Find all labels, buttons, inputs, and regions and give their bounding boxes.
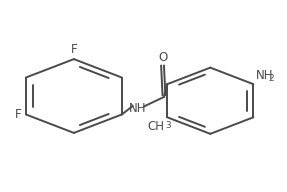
- Text: NH: NH: [256, 69, 274, 82]
- Text: CH: CH: [148, 120, 164, 133]
- Text: F: F: [71, 43, 77, 56]
- Text: 3: 3: [166, 122, 171, 130]
- Text: NH: NH: [129, 102, 147, 115]
- Text: 2: 2: [268, 74, 274, 83]
- Text: O: O: [158, 51, 167, 64]
- Text: F: F: [15, 108, 22, 121]
